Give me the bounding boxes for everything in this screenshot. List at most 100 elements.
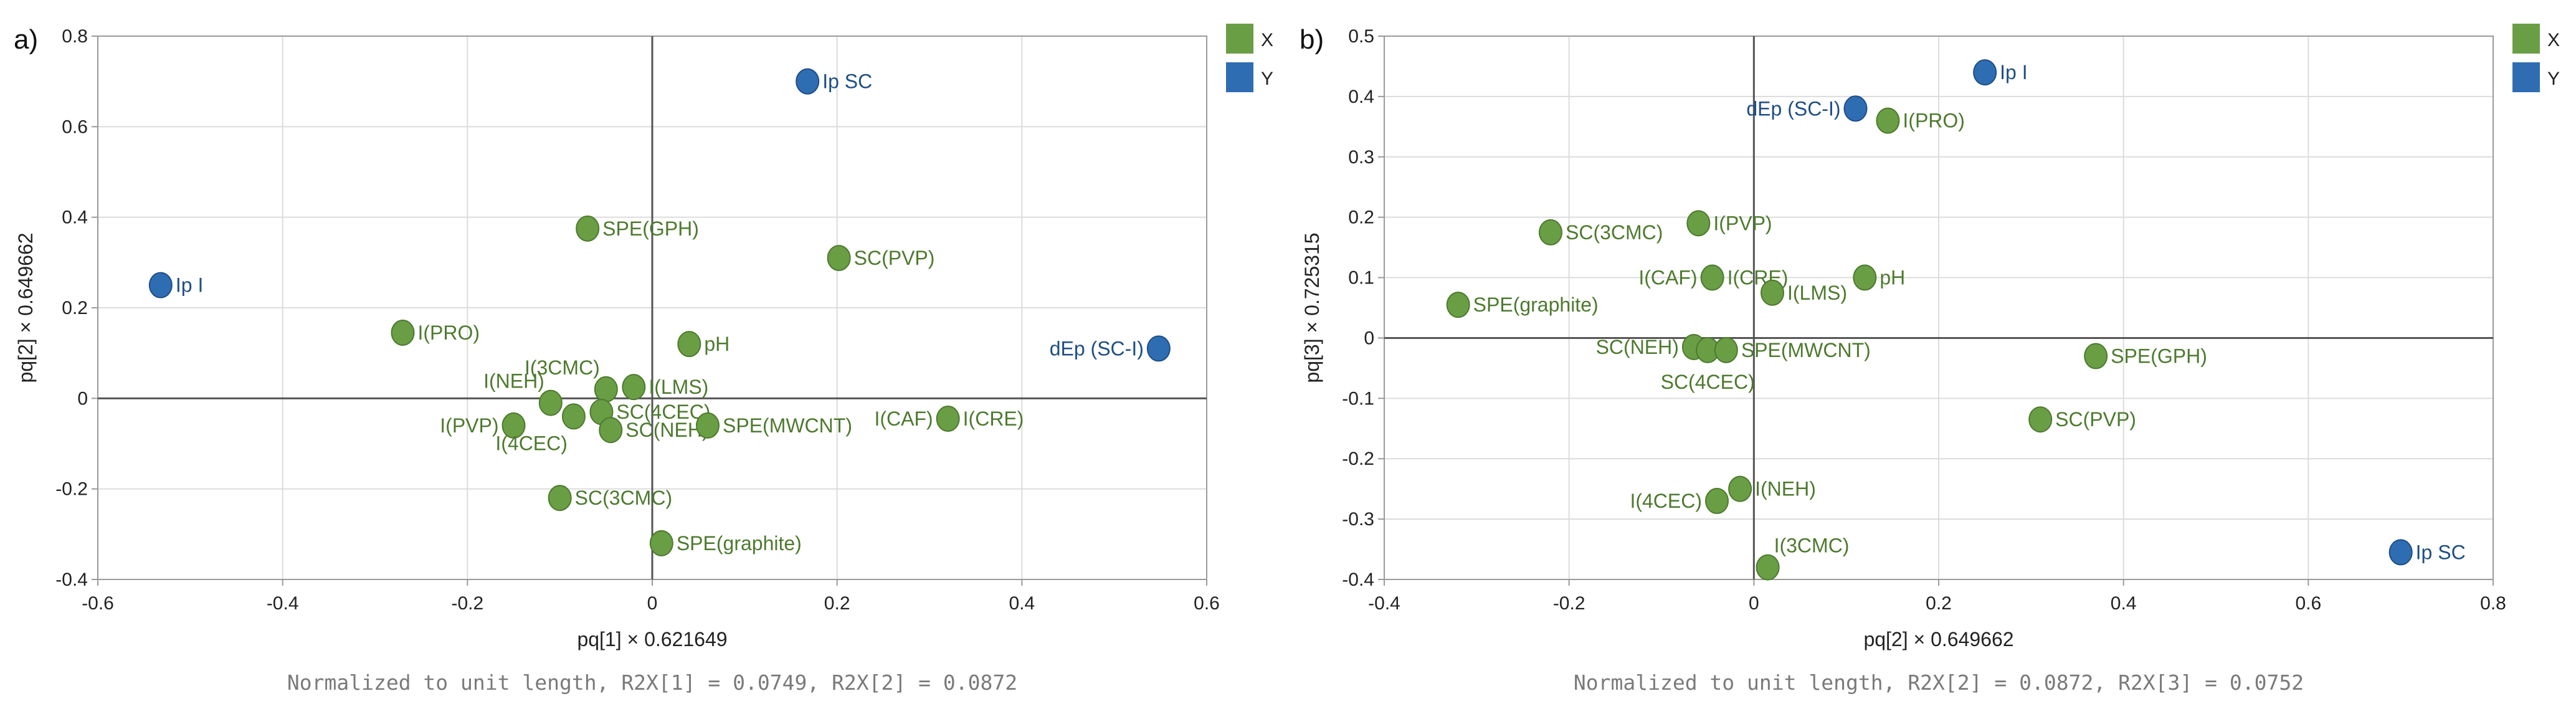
data-point-marker (677, 331, 701, 358)
x-tick-label: -0.6 (82, 593, 114, 614)
data-point-label: I(PVP) (440, 414, 498, 437)
x-axis-title: pq[2] × 0.649662 (1863, 628, 2013, 650)
y-axis-title: pq[3] × 0.725315 (1301, 232, 1323, 383)
x-tick-label: 0.8 (2480, 593, 2506, 614)
data-point-marker (1714, 336, 1738, 363)
data-point-marker (696, 412, 720, 439)
data-point-label: Ip I (2000, 61, 2027, 83)
data-point-marker (1446, 292, 1470, 318)
data-point-label: pH (704, 333, 730, 355)
y-tick-label: -0.1 (1342, 388, 1374, 409)
data-point-marker (1700, 264, 1724, 291)
x-axis-title: pq[1] × 0.621649 (577, 628, 727, 650)
data-point-marker (796, 68, 820, 95)
legend-swatch-y (1226, 62, 1253, 92)
data-point-marker (1686, 210, 1711, 237)
data-point-label: I(3CMC) (525, 356, 600, 379)
x-tick-label: -0.4 (267, 593, 299, 614)
data-point-marker (576, 215, 600, 242)
data-point-marker (2388, 539, 2413, 566)
data-point-marker (1843, 95, 1868, 122)
legend-swatch-x (2512, 24, 2540, 54)
footnote: Normalized to unit length, R2X[2] = 0.08… (1574, 670, 2304, 695)
data-point-marker (2028, 406, 2053, 433)
data-point-label: SC(PVP) (854, 247, 935, 269)
data-point-label: SPE(graphite) (677, 532, 802, 555)
data-point-label: pH (1880, 267, 1905, 289)
data-point-label: I(NEH) (1755, 478, 1816, 500)
data-point-marker (2084, 343, 2108, 369)
y-tick-label: 0.4 (62, 207, 88, 228)
y-tick-label: 0.2 (62, 298, 88, 318)
data-point-marker (548, 485, 572, 512)
chart-panel-a: -0.6 -0.4 -0.2 0 0.2 0.4 0.6 -0.4 -0.2 0 0.2 0.4 0.6… (14, 24, 1273, 695)
data-point-label: SC(PVP) (2055, 408, 2136, 431)
data-point-marker (1728, 475, 1752, 502)
data-point-label: SPE(graphite) (1473, 293, 1599, 316)
panel-letter: b) (1300, 24, 1324, 55)
data-point-marker (148, 272, 173, 298)
data-point-marker (622, 374, 646, 401)
x-tick-label: -0.4 (1368, 593, 1400, 614)
y-tick-label: 0.1 (1348, 268, 1374, 288)
data-point-marker (1705, 488, 1729, 515)
data-point-marker (1146, 335, 1171, 362)
data-point-label: SC(NEH) (1596, 336, 1679, 358)
data-point-label: dEp (SC-I) (1050, 337, 1144, 360)
data-point-label: SPE(GPH) (602, 217, 699, 240)
data-point-label: I(3CMC) (1774, 535, 1850, 557)
data-point-label: Ip SC (2416, 541, 2466, 563)
y-tick-label: 0.3 (1348, 147, 1374, 168)
data-point-label: SC(4CEC) (616, 401, 710, 423)
x-tick-label: 0.4 (1009, 593, 1035, 614)
y-tick-label: -0.2 (1342, 449, 1374, 469)
data-point-marker (1973, 59, 1997, 86)
x-tick-label: 0.6 (2295, 593, 2321, 614)
data-point-label: SC(4CEC) (1661, 371, 1755, 393)
y-tick-label: -0.4 (1342, 569, 1374, 590)
data-point-label: I(PRO) (418, 322, 480, 344)
data-point-marker (1853, 264, 1877, 291)
data-point-label: I(PRO) (1903, 110, 1965, 132)
data-point-label: SPE(MWCNT) (723, 414, 852, 437)
y-tick-label: 0 (1364, 328, 1374, 348)
data-point-marker (649, 530, 673, 556)
y-tick-label: 0.5 (1348, 26, 1374, 47)
data-point-label: dEp (SC-I) (1746, 97, 1840, 120)
data-point-marker (936, 406, 960, 432)
data-point-marker (538, 389, 563, 416)
data-point-label: I(4CEC) (495, 432, 568, 454)
data-point-label: I(NEH) (483, 370, 544, 393)
panel-letter: a) (14, 24, 38, 55)
data-point-marker (1876, 107, 1900, 134)
x-tick-label: 0 (1749, 593, 1759, 614)
data-point-label: SC(3CMC) (575, 487, 672, 509)
footnote: Normalized to unit length, R2X[1] = 0.07… (287, 670, 1017, 695)
data-point-label: SC(3CMC) (1566, 221, 1663, 244)
legend-label-y: Y (2547, 69, 2560, 89)
data-point-marker (594, 376, 618, 402)
y-axis-title: pq[2] × 0.649662 (14, 232, 37, 383)
x-tick-label: 0.2 (1926, 593, 1952, 614)
x-tick-label: -0.2 (451, 593, 483, 614)
data-point-label: I(LMS) (649, 376, 708, 398)
data-point-marker (1756, 554, 1780, 581)
data-point-label: I(4CEC) (1630, 490, 1702, 512)
legend-swatch-x (1226, 24, 1253, 54)
x-tick-label: -0.2 (1553, 593, 1585, 614)
data-point-label: I(LMS) (1787, 282, 1847, 304)
data-point-marker (391, 319, 415, 346)
y-tick-label: -0.3 (1342, 509, 1374, 530)
x-tick-label: 0.4 (2111, 593, 2137, 614)
x-tick-label: 0 (647, 593, 658, 614)
chart-panel-b: -0.4 -0.2 0 0.2 0.4 0.6 0.8 -0.4 -0.3 -0.2 -0.1 0 0.… (1300, 24, 2560, 695)
data-point-marker (1761, 279, 1784, 306)
data-point-label: Ip I (176, 274, 203, 297)
data-point-marker (501, 412, 526, 439)
data-point-label: SPE(MWCNT) (1741, 339, 1871, 361)
data-point-label: I(CAF) (874, 407, 933, 430)
data-point-label: I(CRE) (963, 407, 1024, 430)
y-tick-label: 0.2 (1348, 207, 1374, 228)
data-point-label: Ip SC (822, 70, 872, 93)
y-tick-label: 0 (77, 388, 88, 409)
